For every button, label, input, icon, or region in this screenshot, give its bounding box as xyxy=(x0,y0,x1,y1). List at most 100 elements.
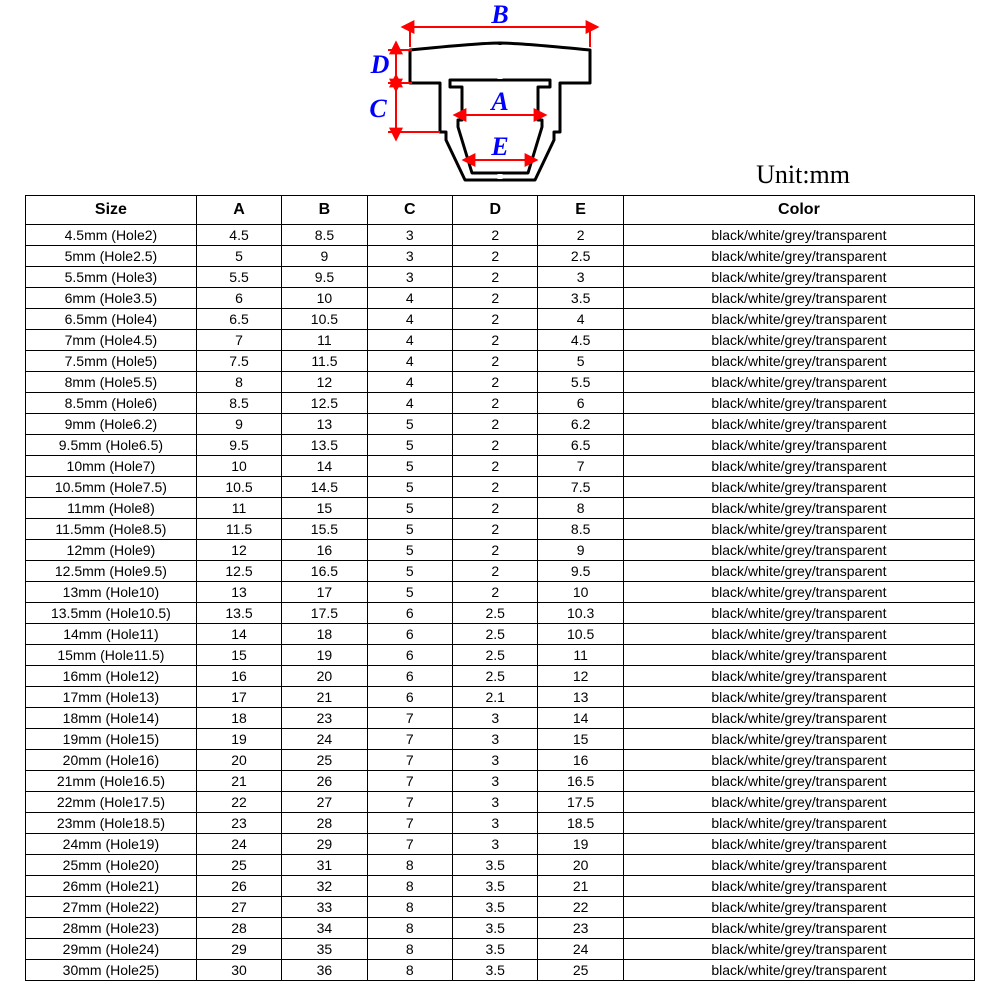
table-cell: 3.5 xyxy=(538,288,623,309)
table-cell: black/white/grey/transparent xyxy=(623,960,974,981)
table-cell: 2 xyxy=(453,288,538,309)
table-row: 24mm (Hole19)24297319black/white/grey/tr… xyxy=(26,834,975,855)
table-cell: 7mm (Hole4.5) xyxy=(26,330,197,351)
table-cell: 8 xyxy=(367,939,452,960)
table-row: 25mm (Hole20)253183.520black/white/grey/… xyxy=(26,855,975,876)
table-cell: 5 xyxy=(367,498,452,519)
table-cell: black/white/grey/transparent xyxy=(623,435,974,456)
table-cell: 10 xyxy=(538,582,623,603)
table-cell: 11.5mm (Hole8.5) xyxy=(26,519,197,540)
table-row: 4.5mm (Hole2)4.58.5322black/white/grey/t… xyxy=(26,225,975,246)
table-cell: 24 xyxy=(196,834,281,855)
table-header-row: Size A B C D E Color xyxy=(26,196,975,225)
table-cell: 8 xyxy=(367,918,452,939)
table-cell: 23 xyxy=(282,708,367,729)
table-cell: 15mm (Hole11.5) xyxy=(26,645,197,666)
table-cell: 28mm (Hole23) xyxy=(26,918,197,939)
table-cell: 2 xyxy=(453,309,538,330)
table-cell: 8mm (Hole5.5) xyxy=(26,372,197,393)
table-cell: 14.5 xyxy=(282,477,367,498)
table-cell: 2 xyxy=(453,351,538,372)
table-cell: 2 xyxy=(453,330,538,351)
table-cell: 5.5mm (Hole3) xyxy=(26,267,197,288)
table-cell: 29mm (Hole24) xyxy=(26,939,197,960)
table-cell: 4.5 xyxy=(538,330,623,351)
table-cell: black/white/grey/transparent xyxy=(623,309,974,330)
table-cell: black/white/grey/transparent xyxy=(623,897,974,918)
table-cell: 8.5 xyxy=(538,519,623,540)
size-table-area: Size A B C D E Color 4.5mm (Hole2)4.58.5… xyxy=(0,195,1000,981)
table-cell: 8 xyxy=(367,855,452,876)
table-cell: 3 xyxy=(367,246,452,267)
table-cell: 16.5 xyxy=(538,771,623,792)
table-cell: 13.5mm (Hole10.5) xyxy=(26,603,197,624)
table-cell: 14 xyxy=(538,708,623,729)
table-cell: 13 xyxy=(538,687,623,708)
table-cell: 20mm (Hole16) xyxy=(26,750,197,771)
table-cell: 3 xyxy=(453,834,538,855)
table-cell: 26 xyxy=(196,876,281,897)
table-cell: 7 xyxy=(367,750,452,771)
table-cell: black/white/grey/transparent xyxy=(623,561,974,582)
table-cell: 5.5 xyxy=(196,267,281,288)
table-cell: 15.5 xyxy=(282,519,367,540)
table-cell: 8 xyxy=(196,372,281,393)
diagram-area: B D C A E Unit:mm xyxy=(0,0,1000,195)
table-cell: 6 xyxy=(367,603,452,624)
table-cell: 11 xyxy=(282,330,367,351)
table-cell: 2 xyxy=(453,561,538,582)
table-cell: 19 xyxy=(282,645,367,666)
table-cell: 3.5 xyxy=(453,855,538,876)
table-row: 6mm (Hole3.5)610423.5black/white/grey/tr… xyxy=(26,288,975,309)
table-cell: black/white/grey/transparent xyxy=(623,603,974,624)
table-cell: 12.5 xyxy=(282,393,367,414)
table-cell: 10.5 xyxy=(282,309,367,330)
table-cell: 7 xyxy=(367,792,452,813)
table-cell: 3 xyxy=(453,729,538,750)
table-cell: 31 xyxy=(282,855,367,876)
table-cell: 24 xyxy=(538,939,623,960)
col-E: E xyxy=(538,196,623,225)
table-cell: 2 xyxy=(538,225,623,246)
table-cell: 17 xyxy=(282,582,367,603)
table-cell: 13mm (Hole10) xyxy=(26,582,197,603)
table-cell: 4 xyxy=(367,393,452,414)
table-cell: 8.5 xyxy=(196,393,281,414)
table-cell: 7 xyxy=(367,771,452,792)
table-cell: 7 xyxy=(367,729,452,750)
table-cell: 35 xyxy=(282,939,367,960)
table-cell: 16 xyxy=(538,750,623,771)
table-cell: 14mm (Hole11) xyxy=(26,624,197,645)
table-cell: 18 xyxy=(196,708,281,729)
table-cell: 17.5 xyxy=(282,603,367,624)
table-cell: 2 xyxy=(453,519,538,540)
table-cell: 9.5mm (Hole6.5) xyxy=(26,435,197,456)
table-cell: 2 xyxy=(453,477,538,498)
table-cell: 6.5mm (Hole4) xyxy=(26,309,197,330)
table-cell: 4 xyxy=(367,351,452,372)
table-cell: 13 xyxy=(196,582,281,603)
table-cell: 18 xyxy=(282,624,367,645)
table-cell: 10 xyxy=(282,288,367,309)
table-cell: 12.5 xyxy=(196,561,281,582)
table-cell: black/white/grey/transparent xyxy=(623,771,974,792)
table-cell: 23 xyxy=(538,918,623,939)
table-cell: 4 xyxy=(367,288,452,309)
table-cell: 3 xyxy=(367,267,452,288)
col-D: D xyxy=(453,196,538,225)
table-cell: 6 xyxy=(367,666,452,687)
table-cell: 5 xyxy=(367,540,452,561)
table-cell: 4 xyxy=(538,309,623,330)
table-cell: 15 xyxy=(196,645,281,666)
table-cell: 6 xyxy=(196,288,281,309)
table-cell: 12 xyxy=(196,540,281,561)
table-cell: 9mm (Hole6.2) xyxy=(26,414,197,435)
table-cell: 20 xyxy=(282,666,367,687)
table-cell: 21 xyxy=(282,687,367,708)
table-cell: black/white/grey/transparent xyxy=(623,624,974,645)
table-cell: 8 xyxy=(367,960,452,981)
table-cell: black/white/grey/transparent xyxy=(623,834,974,855)
table-cell: 3 xyxy=(453,813,538,834)
table-cell: 5mm (Hole2.5) xyxy=(26,246,197,267)
table-cell: 2 xyxy=(453,393,538,414)
